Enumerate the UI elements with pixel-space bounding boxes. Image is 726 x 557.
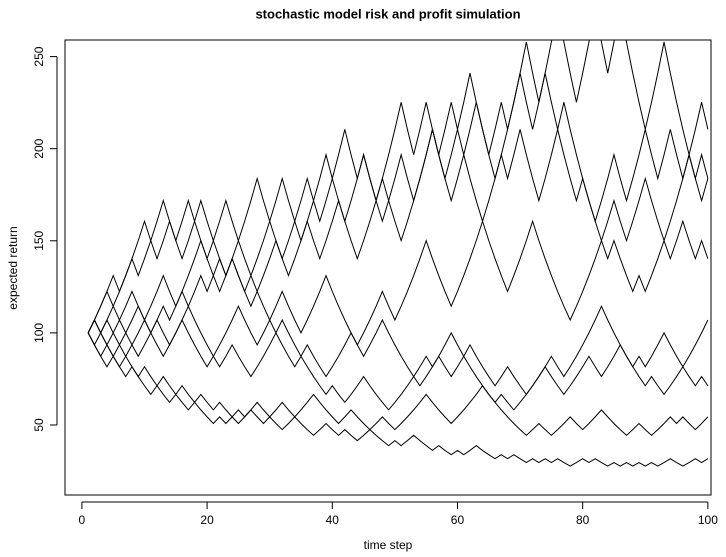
- y-tick-label: 50: [32, 418, 46, 432]
- y-tick-label: 200: [32, 138, 46, 158]
- y-axis-label: expected return: [6, 226, 20, 309]
- plot-frame: [64, 39, 712, 496]
- x-axis-label: time step: [364, 538, 413, 552]
- series-line: [87, 332, 709, 436]
- x-tick-label: 100: [698, 513, 718, 527]
- x-tick-label: 0: [79, 513, 86, 527]
- series-line: [87, 73, 709, 358]
- x-tick-label: 20: [200, 513, 214, 527]
- lines: [87, 40, 709, 467]
- y-tick-label: 250: [32, 46, 46, 66]
- series-line: [87, 332, 709, 467]
- y-tick-label: 150: [32, 230, 46, 250]
- series-line: [87, 102, 709, 335]
- x-tick-label: 40: [326, 513, 340, 527]
- chart-title: stochastic model risk and profit simulat…: [255, 6, 520, 21]
- series-line: [87, 304, 709, 411]
- series-line: [87, 176, 709, 346]
- series-line: [87, 40, 709, 334]
- x-tick-label: 80: [576, 513, 590, 527]
- series-line: [87, 304, 709, 396]
- x-tick-label: 60: [451, 513, 465, 527]
- y-tick-label: 100: [32, 323, 46, 343]
